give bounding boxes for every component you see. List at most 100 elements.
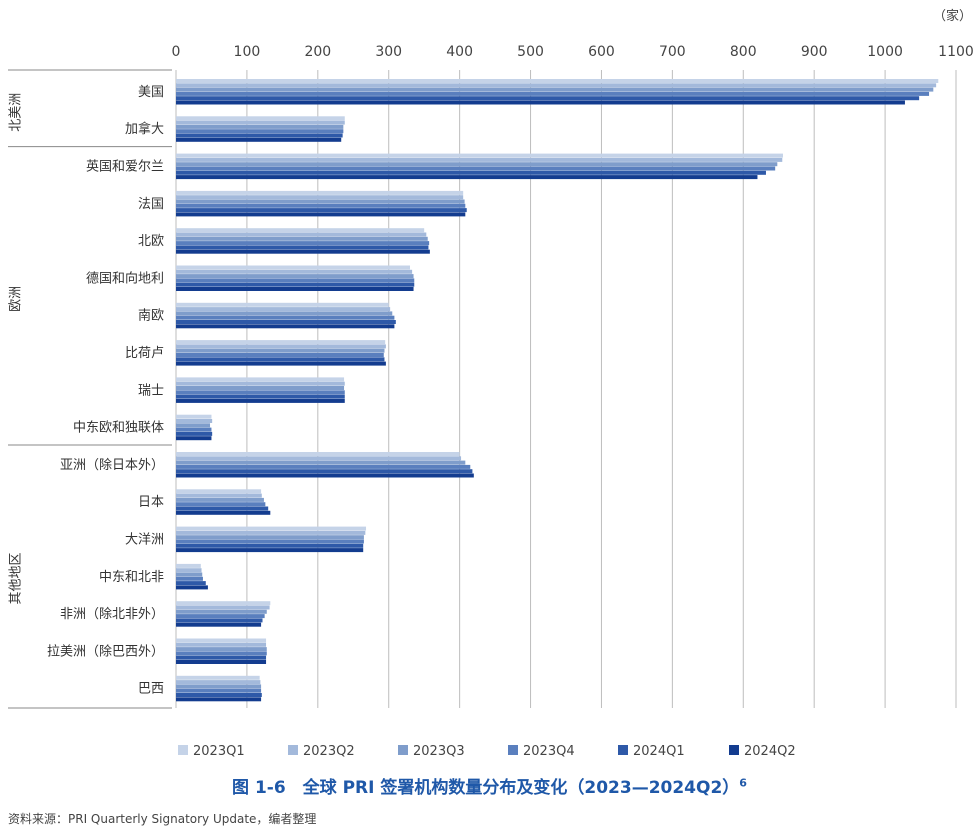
- bar-2023Q3: [176, 647, 267, 652]
- bar-2024Q2: [176, 622, 262, 627]
- bar-2023Q2: [176, 530, 366, 535]
- bar-2023Q4: [176, 614, 265, 619]
- x-tick-label: 900: [801, 44, 828, 60]
- bar-2023Q1: [176, 601, 271, 606]
- bar-2024Q1: [176, 170, 766, 175]
- bar-2024Q2: [176, 510, 271, 515]
- category-label: 中东欧和独联体: [73, 421, 164, 436]
- category-label: 南欧: [138, 308, 164, 324]
- category-label: 大洋洲: [125, 533, 164, 548]
- bar-2024Q2: [176, 324, 395, 329]
- bar-2023Q4: [176, 166, 776, 171]
- bar-2024Q1: [176, 581, 206, 586]
- bar-2023Q4: [176, 539, 364, 544]
- bar-2024Q1: [176, 96, 920, 101]
- bar-2024Q1: [176, 506, 269, 511]
- bar-2023Q1: [176, 377, 345, 382]
- x-tick-label: 800: [730, 44, 757, 60]
- bar-2023Q3: [176, 684, 262, 689]
- x-tick-label: 500: [517, 44, 544, 60]
- bar-2024Q2: [176, 137, 342, 142]
- group-label: 北美洲: [9, 93, 24, 132]
- legend-swatch: [618, 745, 628, 755]
- bar-2024Q2: [176, 212, 466, 217]
- category-label: 日本: [138, 495, 164, 510]
- caption-footnote: 6: [739, 776, 747, 790]
- bar-2023Q2: [176, 381, 345, 386]
- legend-swatch: [398, 745, 408, 755]
- bar-2023Q2: [176, 307, 391, 312]
- bar-2023Q3: [176, 609, 267, 614]
- bar-2024Q1: [176, 133, 343, 138]
- bar-2023Q1: [176, 116, 345, 121]
- bar-2023Q2: [176, 456, 462, 461]
- bar-2023Q3: [176, 572, 203, 577]
- bar-2023Q4: [176, 576, 203, 581]
- bar-2023Q2: [176, 157, 783, 162]
- bar-2024Q2: [176, 548, 364, 553]
- bar-2023Q4: [176, 390, 345, 395]
- category-label: 拉美洲（除巴西外）: [47, 644, 164, 659]
- bar-2023Q1: [176, 340, 386, 345]
- bar-2024Q1: [176, 245, 429, 250]
- bar-2023Q3: [176, 162, 778, 167]
- x-tick-label: 1100: [938, 44, 974, 60]
- x-tick-label: 1000: [867, 44, 903, 60]
- bar-2023Q1: [176, 265, 410, 270]
- bar-2024Q2: [176, 100, 905, 105]
- bar-2023Q4: [176, 241, 430, 246]
- bar-2024Q1: [176, 282, 415, 287]
- bar-2023Q1: [176, 675, 260, 680]
- bar-2023Q3: [176, 236, 428, 241]
- x-tick-label: 100: [234, 44, 261, 60]
- legend-label: 2024Q2: [744, 744, 796, 759]
- category-label: 巴西: [138, 682, 164, 697]
- bar-2024Q2: [176, 660, 267, 664]
- bar-2024Q2: [176, 585, 208, 590]
- bar-2024Q1: [176, 543, 364, 548]
- bar-2023Q4: [176, 427, 212, 432]
- bar-2023Q1: [176, 452, 460, 456]
- bar-2023Q4: [176, 278, 415, 283]
- bar-2023Q2: [176, 642, 267, 647]
- x-tick-label: 200: [304, 44, 331, 60]
- category-label: 加拿大: [125, 121, 164, 137]
- bar-2023Q1: [176, 563, 201, 568]
- bar-2023Q3: [176, 348, 385, 353]
- bar-2024Q1: [176, 618, 263, 623]
- bar-2024Q2: [176, 175, 758, 180]
- bar-2024Q1: [176, 357, 385, 362]
- legend-label: 2023Q2: [303, 744, 355, 759]
- category-label: 法国: [138, 197, 164, 212]
- bar-2023Q3: [176, 124, 344, 129]
- x-tick-label: 400: [446, 44, 473, 60]
- bar-2023Q3: [176, 199, 465, 204]
- category-label: 英国和爱尔兰: [86, 160, 164, 175]
- category-label: 德国和向地利: [86, 270, 164, 286]
- x-tick-label: 700: [659, 44, 686, 60]
- legend-label: 2023Q4: [523, 744, 575, 759]
- bar-2024Q2: [176, 287, 414, 291]
- bar-2024Q2: [176, 398, 345, 403]
- bar-2023Q4: [176, 464, 471, 469]
- bar-2023Q1: [176, 228, 425, 233]
- bar-2023Q1: [176, 79, 939, 83]
- bar-2023Q4: [176, 203, 466, 208]
- bar-2023Q1: [176, 638, 267, 643]
- bar-2023Q2: [176, 680, 261, 685]
- bar-2023Q3: [176, 386, 345, 390]
- bar-2023Q1: [176, 153, 783, 158]
- x-tick-label: 300: [375, 44, 402, 60]
- bar-2023Q4: [176, 502, 266, 507]
- bar-2024Q2: [176, 361, 386, 366]
- bar-2024Q2: [176, 697, 262, 702]
- bar-2023Q4: [176, 91, 930, 96]
- legend-label: 2023Q1: [193, 744, 245, 759]
- bar-2023Q2: [176, 344, 386, 349]
- category-label: 非洲（除北非外）: [60, 607, 164, 622]
- bar-2023Q3: [176, 497, 264, 502]
- bar-2023Q1: [176, 414, 212, 419]
- bar-2023Q2: [176, 232, 427, 237]
- bar-2023Q3: [176, 311, 393, 316]
- bar-2023Q4: [176, 688, 262, 693]
